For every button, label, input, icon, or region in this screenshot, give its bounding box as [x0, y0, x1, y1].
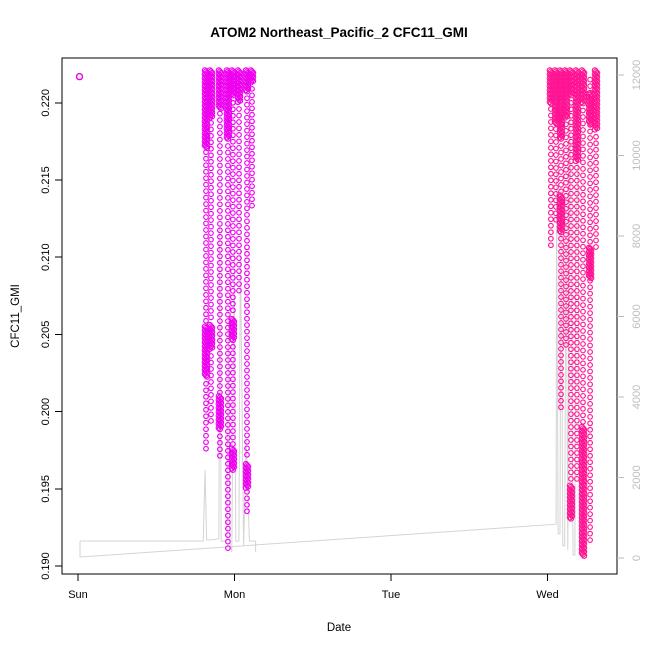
y-right-tick-label: 2000 — [631, 465, 643, 489]
y-right-tick-label: 0 — [631, 555, 643, 561]
y-left-tick-label: 0.215 — [40, 166, 52, 194]
y-right-tick-label: 4000 — [631, 385, 643, 409]
x-tick-label: Sun — [68, 589, 88, 601]
x-axis-label: Date — [327, 622, 351, 634]
scatter-points — [75, 67, 601, 559]
y-right-axis: 0 2000 4000 6000 8000 10000 12000 — [617, 60, 643, 561]
y-axis-label: CFC11_GMI — [10, 284, 22, 348]
scatter-strand — [228, 67, 238, 473]
scatter-strand — [234, 67, 244, 294]
secondary-trace-lines — [79, 99, 585, 558]
scatter-strand — [247, 67, 257, 209]
y-left-tick-label: 0.190 — [40, 552, 52, 580]
y-left-tick-label: 0.205 — [40, 321, 52, 349]
y-left-tick-label: 0.195 — [40, 475, 52, 503]
plot-box — [61, 57, 618, 575]
secondary-trace-line — [79, 99, 585, 558]
scatter-strand — [591, 67, 601, 250]
chart-title: ATOM2 Northeast_Pacific_2 CFC11_GMI — [210, 25, 468, 40]
y-left-tick-label: 0.220 — [40, 89, 52, 117]
y-right-tick-label: 10000 — [631, 140, 643, 171]
x-tick-label: Mon — [224, 589, 245, 601]
y-right-tick-label: 8000 — [631, 224, 643, 248]
x-tick-label: Tue — [382, 589, 401, 601]
y-left-tick-label: 0.210 — [40, 243, 52, 271]
y-right-tick-label: 12000 — [631, 60, 643, 91]
scatter-strand — [215, 67, 225, 459]
x-axis: Sun Mon Tue Wed — [68, 574, 559, 601]
lone-data-point — [75, 72, 84, 81]
scatter-strand — [585, 76, 595, 543]
y-left-axis: 0.190 0.195 0.200 0.205 0.210 0.215 0.220 — [40, 89, 62, 580]
x-tick-label: Wed — [536, 589, 558, 601]
scatter-strand — [578, 67, 588, 559]
scatter-strand — [556, 67, 566, 411]
scatter-strand — [206, 67, 216, 424]
y-left-tick-label: 0.200 — [40, 398, 52, 426]
y-right-tick-label: 6000 — [631, 304, 643, 328]
